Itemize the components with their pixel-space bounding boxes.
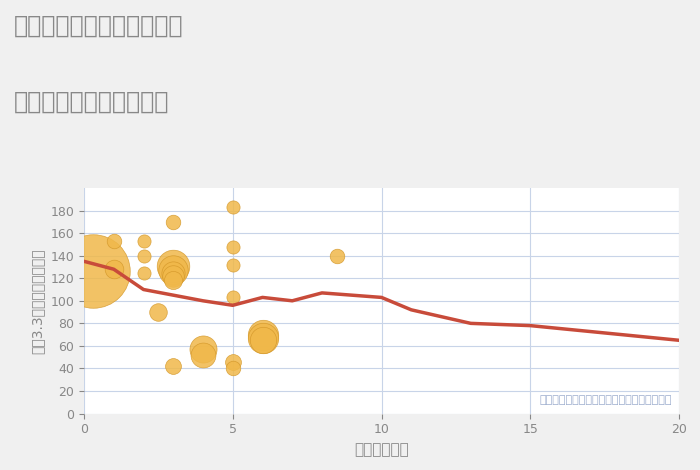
Text: 円の大きさは、取引のあった物件面積を示す: 円の大きさは、取引のあった物件面積を示す xyxy=(540,395,672,405)
Point xyxy=(331,252,342,259)
Point xyxy=(227,204,238,211)
Point xyxy=(168,218,179,226)
Y-axis label: 坪（3.3㎡）単価（万円）: 坪（3.3㎡）単価（万円） xyxy=(31,248,45,353)
Point xyxy=(227,358,238,366)
Point xyxy=(257,337,268,344)
Point xyxy=(138,252,149,259)
Point xyxy=(138,269,149,276)
Point xyxy=(227,294,238,301)
Text: 駅距離別中古戸建て価格: 駅距離別中古戸建て価格 xyxy=(14,89,169,113)
Point xyxy=(108,237,119,245)
Point xyxy=(227,365,238,372)
Point xyxy=(257,331,268,338)
Point xyxy=(257,334,268,342)
Point xyxy=(168,277,179,284)
Point xyxy=(197,351,209,359)
Text: 神奈川県横浜市南区通町の: 神奈川県横浜市南区通町の xyxy=(14,14,183,38)
Point xyxy=(153,308,164,316)
X-axis label: 駅距離（分）: 駅距離（分） xyxy=(354,442,409,457)
Point xyxy=(88,268,99,275)
Point xyxy=(168,269,179,276)
Point xyxy=(168,266,179,274)
Point xyxy=(168,262,179,270)
Point xyxy=(168,362,179,370)
Point xyxy=(108,266,119,273)
Point xyxy=(197,345,209,353)
Point xyxy=(227,243,238,251)
Point xyxy=(227,261,238,268)
Point xyxy=(138,237,149,245)
Point xyxy=(168,272,179,280)
